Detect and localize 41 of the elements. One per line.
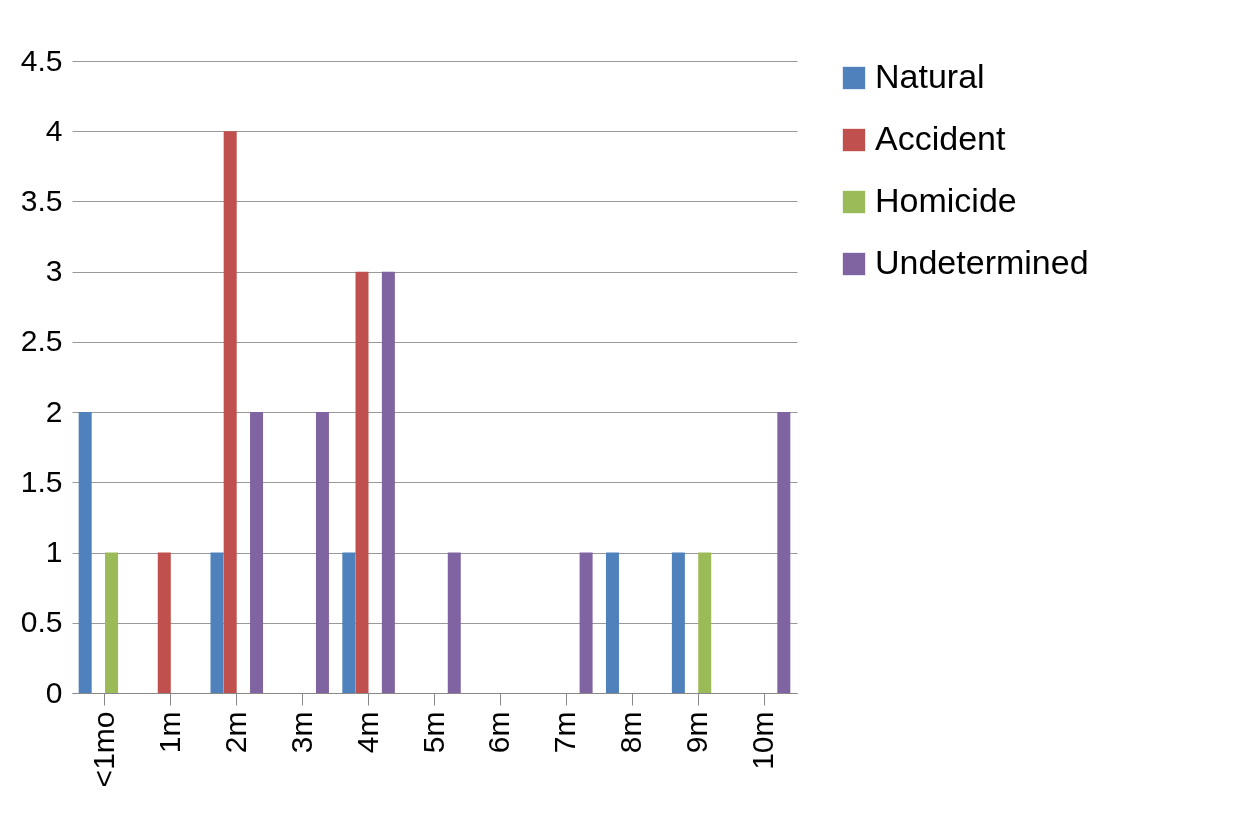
x-tick-label: 9m — [680, 711, 714, 754]
x-tick-label: 6m — [482, 711, 516, 754]
bar — [777, 412, 791, 693]
y-tick-label: 0.5 — [20, 605, 63, 639]
bar — [157, 552, 171, 693]
bar — [250, 412, 264, 693]
x-tick-label: 2m — [218, 711, 252, 754]
y-tick-label: 0 — [45, 675, 63, 709]
y-tick-label: 1 — [45, 535, 63, 569]
bar — [315, 412, 329, 693]
bar — [698, 552, 712, 693]
legend-label: Undetermined — [875, 243, 1089, 281]
x-tick-label: <1mo — [86, 711, 120, 788]
bar — [579, 552, 593, 693]
legend-label: Natural — [875, 57, 985, 95]
y-tick-label: 1.5 — [20, 464, 63, 498]
bar — [342, 552, 356, 693]
bar — [381, 271, 395, 693]
legend-label: Homicide — [875, 181, 1017, 219]
bar — [105, 552, 119, 693]
bar — [223, 131, 237, 693]
x-tick-label: 1m — [152, 711, 186, 754]
y-tick-label: 4 — [45, 113, 63, 147]
x-tick-label: 8m — [614, 711, 648, 754]
x-tick-label: 5m — [416, 711, 450, 754]
y-tick-label: 2.5 — [20, 324, 63, 358]
x-tick-label: 4m — [350, 711, 384, 754]
y-tick-label: 4.5 — [20, 43, 63, 77]
bar — [605, 552, 619, 693]
bar — [210, 552, 224, 693]
x-tick-label: 7m — [548, 711, 582, 754]
y-tick-label: 2 — [45, 394, 63, 428]
bar — [78, 412, 92, 693]
bar — [355, 271, 369, 693]
y-tick-label: 3.5 — [20, 183, 63, 217]
bar — [447, 552, 461, 693]
x-tick-label: 3m — [284, 711, 318, 754]
legend-label: Accident — [875, 119, 1006, 157]
bar — [671, 552, 685, 693]
x-tick-label: 10m — [746, 711, 780, 770]
y-tick-label: 3 — [45, 254, 63, 288]
